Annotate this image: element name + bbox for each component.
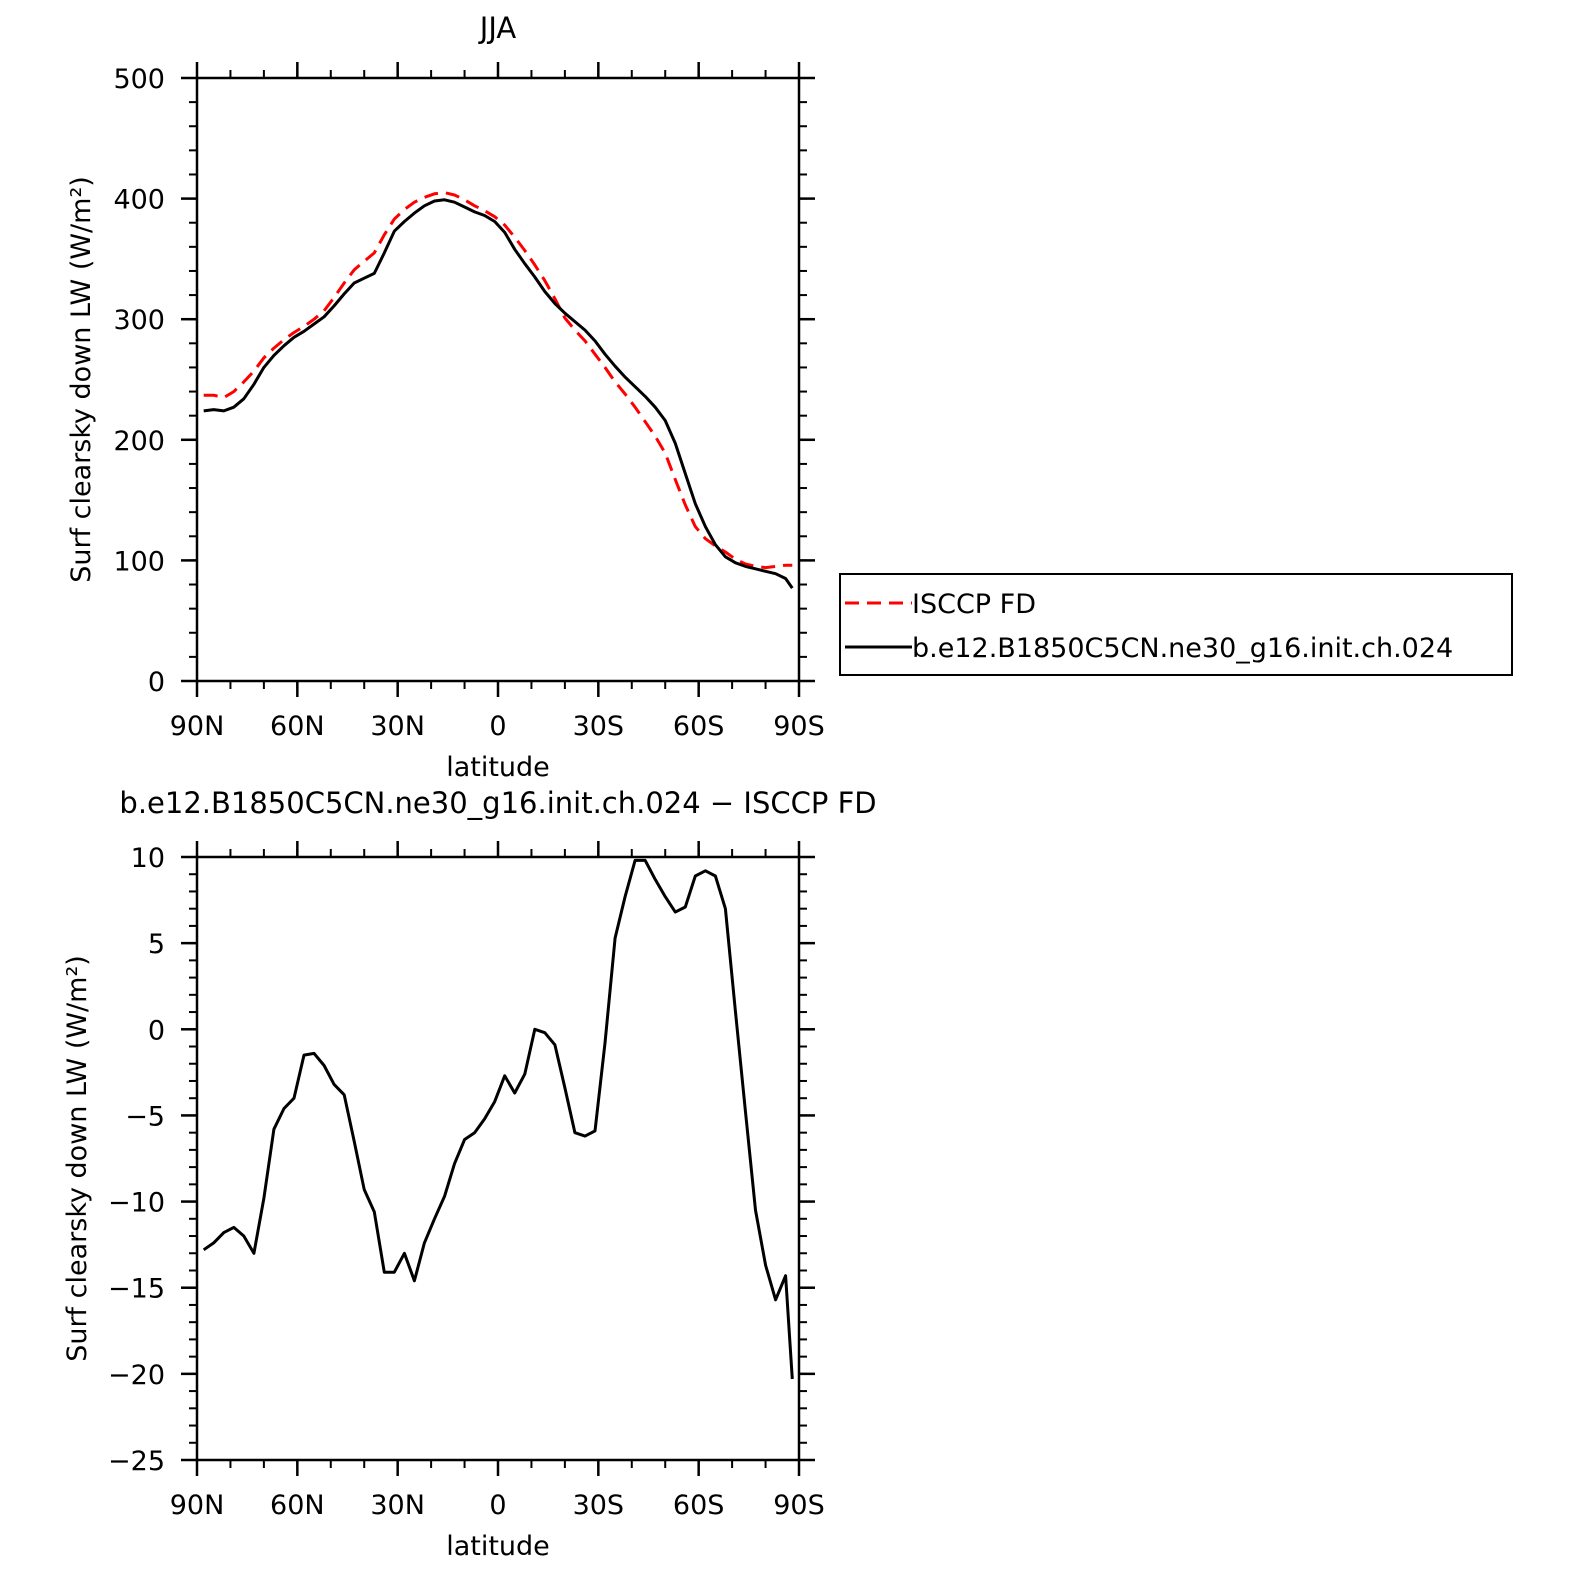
y-tick-label: 0 <box>148 667 165 698</box>
y-tick-label: −15 <box>108 1274 165 1305</box>
series-line-1 <box>203 198 794 589</box>
bottom-chart: b.e12.B1850C5CN.ne30_g16.init.ch.024 − I… <box>62 786 877 1562</box>
plot-frame <box>195 855 801 1462</box>
x-tick-label: 0 <box>489 1490 506 1521</box>
x-tick-label: 30S <box>573 1490 625 1521</box>
chart-title: b.e12.B1850C5CN.ne30_g16.init.ch.024 − I… <box>119 786 876 820</box>
top-chart: JJA 0 100 200 300 400 500 90N 60N 30N 0 30S 60S 90S la… <box>66 11 1513 783</box>
legend: ISCCP FD b.e12.B1850C5CN.ne30_g16.init.ch… <box>839 573 1513 676</box>
x-tick-label: 90N <box>170 1490 225 1521</box>
x-tick-label: 60N <box>270 711 325 742</box>
y-axis-label: Surf clearsky down LW (W/m²) <box>62 955 93 1362</box>
y-tick-label: −5 <box>125 1101 165 1132</box>
x-axis-label: latitude <box>446 752 550 783</box>
chart-title: JJA <box>478 11 517 45</box>
y-tick-label: −20 <box>108 1360 165 1391</box>
x-tick-label: 0 <box>489 711 506 742</box>
x-tick-label: 60S <box>673 1490 725 1521</box>
y-tick-label: 0 <box>148 1015 165 1046</box>
legend-box <box>839 573 1513 676</box>
x-tick-label: 30N <box>370 711 425 742</box>
legend-label: b.e12.B1850C5CN.ne30_g16.init.ch.024 <box>912 633 1453 664</box>
x-tick-label: 30N <box>370 1490 425 1521</box>
x-tick-label: 90S <box>773 1490 825 1521</box>
y-tick-label: 200 <box>113 426 165 457</box>
x-tick-label: 30S <box>573 711 625 742</box>
y-axis-label: Surf clearsky down LW (W/m²) <box>66 176 97 583</box>
y-tick-label: 5 <box>148 929 165 960</box>
y-tick-label: 300 <box>113 305 165 336</box>
y-tick-label: 500 <box>113 64 165 95</box>
series-line-0 <box>202 858 794 1380</box>
x-axis-label: latitude <box>446 1531 550 1562</box>
y-tick-label: −25 <box>108 1446 165 1477</box>
y-tick-label: 10 <box>131 843 165 874</box>
plot-frame <box>195 76 801 683</box>
y-tick-label: −10 <box>108 1188 165 1219</box>
x-tick-label: 60N <box>270 1490 325 1521</box>
x-tick-label: 60S <box>673 711 725 742</box>
x-tick-label: 90S <box>773 711 825 742</box>
y-tick-label: 400 <box>113 185 165 216</box>
legend-label: ISCCP FD <box>912 589 1036 620</box>
y-tick-label: 100 <box>113 546 165 577</box>
x-tick-label: 90N <box>170 711 225 742</box>
series-line-0 <box>203 191 793 570</box>
